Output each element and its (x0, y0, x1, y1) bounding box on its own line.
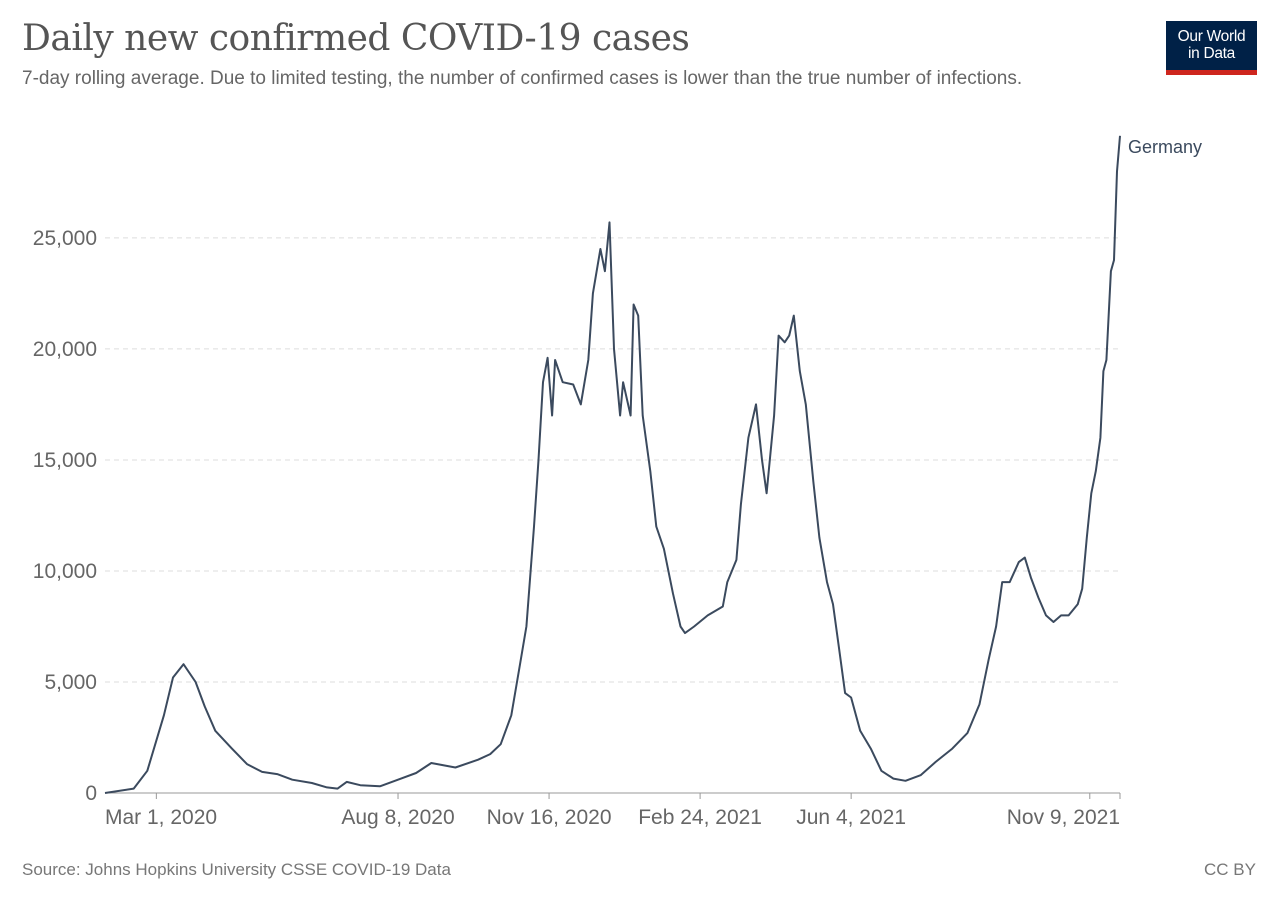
series-line-germany[interactable] (104, 135, 1121, 794)
x-tick-label: Nov 16, 2020 (487, 806, 612, 829)
grid-lines (105, 237, 1120, 683)
y-tick-label: 15,000 (33, 449, 97, 472)
logo-line-1: Our World (1177, 28, 1246, 45)
chart-subtitle: 7-day rolling average. Due to limited te… (22, 68, 1023, 89)
series-labels: Germany (1128, 137, 1202, 157)
y-tick-label: 25,000 (33, 227, 97, 250)
y-axis-ticks: 0 5,000 10,000 15,000 20,000 25,000 (33, 227, 97, 805)
source-note[interactable]: Source: Johns Hopkins University CSSE CO… (22, 860, 451, 879)
x-tick-label: Feb 24, 2021 (638, 806, 762, 829)
chart-title: Daily new confirmed COVID-19 cases (22, 18, 690, 59)
license-link[interactable]: CC BY (1204, 860, 1256, 879)
y-tick-label: 5,000 (44, 671, 97, 694)
series-layer (104, 135, 1121, 794)
y-tick-label: 0 (85, 782, 97, 805)
y-tick-label: 10,000 (33, 560, 97, 583)
y-tick-label: 20,000 (33, 338, 97, 361)
logo-line-2: in Data (1187, 45, 1235, 62)
x-tick-label: Nov 9, 2021 (1007, 806, 1120, 829)
our-world-in-data-logo[interactable]: Our World in Data (1166, 21, 1257, 75)
x-axis: Mar 1, 2020 Aug 8, 2020 Nov 16, 2020 Feb 24… (105, 792, 1121, 829)
series-label: Germany (1128, 137, 1202, 157)
x-tick-label: Aug 8, 2020 (341, 806, 454, 829)
x-tick-label: Jun 4, 2021 (796, 806, 906, 829)
x-tick-label: Mar 1, 2020 (105, 806, 217, 829)
